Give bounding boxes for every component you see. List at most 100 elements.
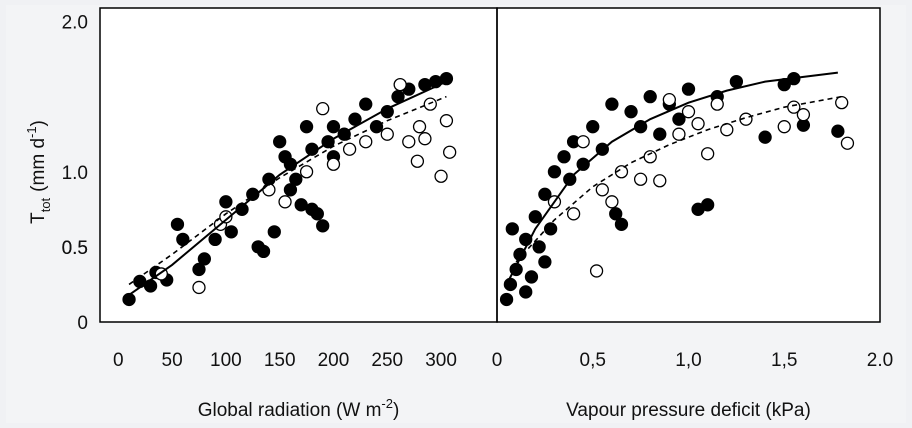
filled-point	[359, 97, 373, 111]
x-tick-label: 300	[425, 350, 457, 371]
x-tick-label: 2.0	[867, 350, 893, 371]
open-point	[316, 102, 330, 116]
filled-point	[672, 112, 686, 126]
filled-point	[289, 172, 303, 186]
open-point	[796, 108, 811, 122]
filled-point	[543, 222, 558, 236]
x-axis-label-part: Vapour pressure deficit (kPa)	[566, 400, 811, 421]
panel-frame	[496, 7, 881, 323]
open-point	[701, 147, 715, 161]
filled-point	[524, 270, 539, 284]
x-tick-label: 0	[492, 350, 503, 371]
filled-point	[283, 183, 298, 197]
x-axis-label: Vapour pressure deficit (kPa)	[566, 400, 811, 421]
y-axis-label-subscript: tot	[38, 197, 53, 212]
open-point	[278, 195, 292, 209]
fit-curve	[128, 80, 447, 296]
open-point	[439, 114, 454, 128]
open-point	[418, 132, 432, 146]
filled-point	[348, 112, 362, 126]
open-point	[691, 117, 705, 131]
x-tick-label: 0	[113, 350, 124, 371]
x-tick-label: 200	[318, 350, 350, 371]
y-tick-label: 0.5	[62, 238, 88, 259]
x-tick-label: 100	[210, 350, 242, 371]
open-point	[681, 105, 696, 119]
open-point	[643, 150, 657, 164]
filled-point	[538, 187, 552, 201]
x-tick-label: 50	[162, 350, 183, 371]
filled-point	[122, 292, 136, 307]
open-point	[402, 135, 416, 149]
open-point	[434, 169, 448, 183]
filled-point	[326, 120, 341, 134]
y-axis-label-part: T	[28, 212, 49, 224]
filled-point	[532, 240, 546, 254]
x-tick-label: 1,5	[771, 350, 797, 371]
filled-point	[576, 157, 590, 171]
open-point	[443, 145, 457, 159]
filled-point	[624, 105, 638, 119]
y-axis-label-part: )	[28, 120, 49, 126]
filled-point	[208, 232, 222, 247]
x-tick-label: 1,0	[675, 350, 701, 371]
filled-point	[729, 74, 744, 89]
open-point	[835, 96, 849, 110]
x-axis-label-superscript: -2	[381, 396, 393, 411]
fit-curve	[515, 95, 842, 263]
open-point	[219, 210, 233, 224]
y-tick-label: 0	[77, 313, 88, 334]
open-point	[380, 127, 394, 141]
open-point	[614, 165, 629, 179]
open-point	[326, 157, 341, 171]
filled-point	[224, 225, 238, 239]
fit-curve	[128, 95, 447, 286]
filled-point	[316, 219, 330, 233]
open-point	[720, 123, 734, 137]
open-point	[412, 120, 427, 134]
filled-point	[653, 127, 667, 141]
filled-point	[528, 210, 542, 224]
y-tick-label: 2.0	[62, 13, 88, 34]
filled-point	[267, 225, 281, 239]
filled-point	[586, 120, 600, 134]
open-point	[710, 97, 724, 111]
open-point	[192, 280, 206, 295]
filled-point	[609, 207, 623, 221]
open-point	[840, 136, 855, 150]
y-axis-label-part: (mm d	[28, 138, 49, 192]
x-axis-label-part: Global radiation (W m	[198, 400, 382, 421]
filled-point	[170, 217, 185, 231]
filled-point	[197, 252, 212, 266]
fit-curve	[505, 71, 838, 285]
filled-point	[299, 120, 314, 134]
filled-point	[192, 262, 206, 277]
filled-point	[701, 198, 715, 212]
filled-point	[538, 255, 552, 269]
filled-point	[176, 232, 190, 247]
filled-point	[219, 195, 233, 209]
filled-point	[519, 285, 533, 299]
x-tick-label: 150	[264, 350, 296, 371]
filled-point	[256, 244, 271, 259]
open-point	[576, 135, 590, 149]
x-axis-label: Global radiation (W m-2)	[198, 396, 400, 421]
filled-point	[614, 217, 629, 231]
y-axis-label-superscript: -1	[24, 126, 39, 138]
filled-point	[557, 150, 571, 164]
open-point	[410, 154, 425, 168]
open-point	[672, 127, 686, 141]
filled-point	[547, 165, 562, 179]
x-tick-label: 0,5	[580, 350, 606, 371]
filled-point	[499, 292, 514, 307]
y-tick-label: 1.0	[62, 163, 88, 184]
filled-point	[831, 124, 845, 138]
y-axis-label: Ttot (mm d-1)	[24, 120, 53, 224]
y-tick-label: 0.5	[62, 238, 88, 259]
open-point	[777, 120, 791, 134]
filled-point	[503, 277, 518, 292]
open-point	[393, 77, 407, 92]
open-point	[589, 264, 604, 278]
